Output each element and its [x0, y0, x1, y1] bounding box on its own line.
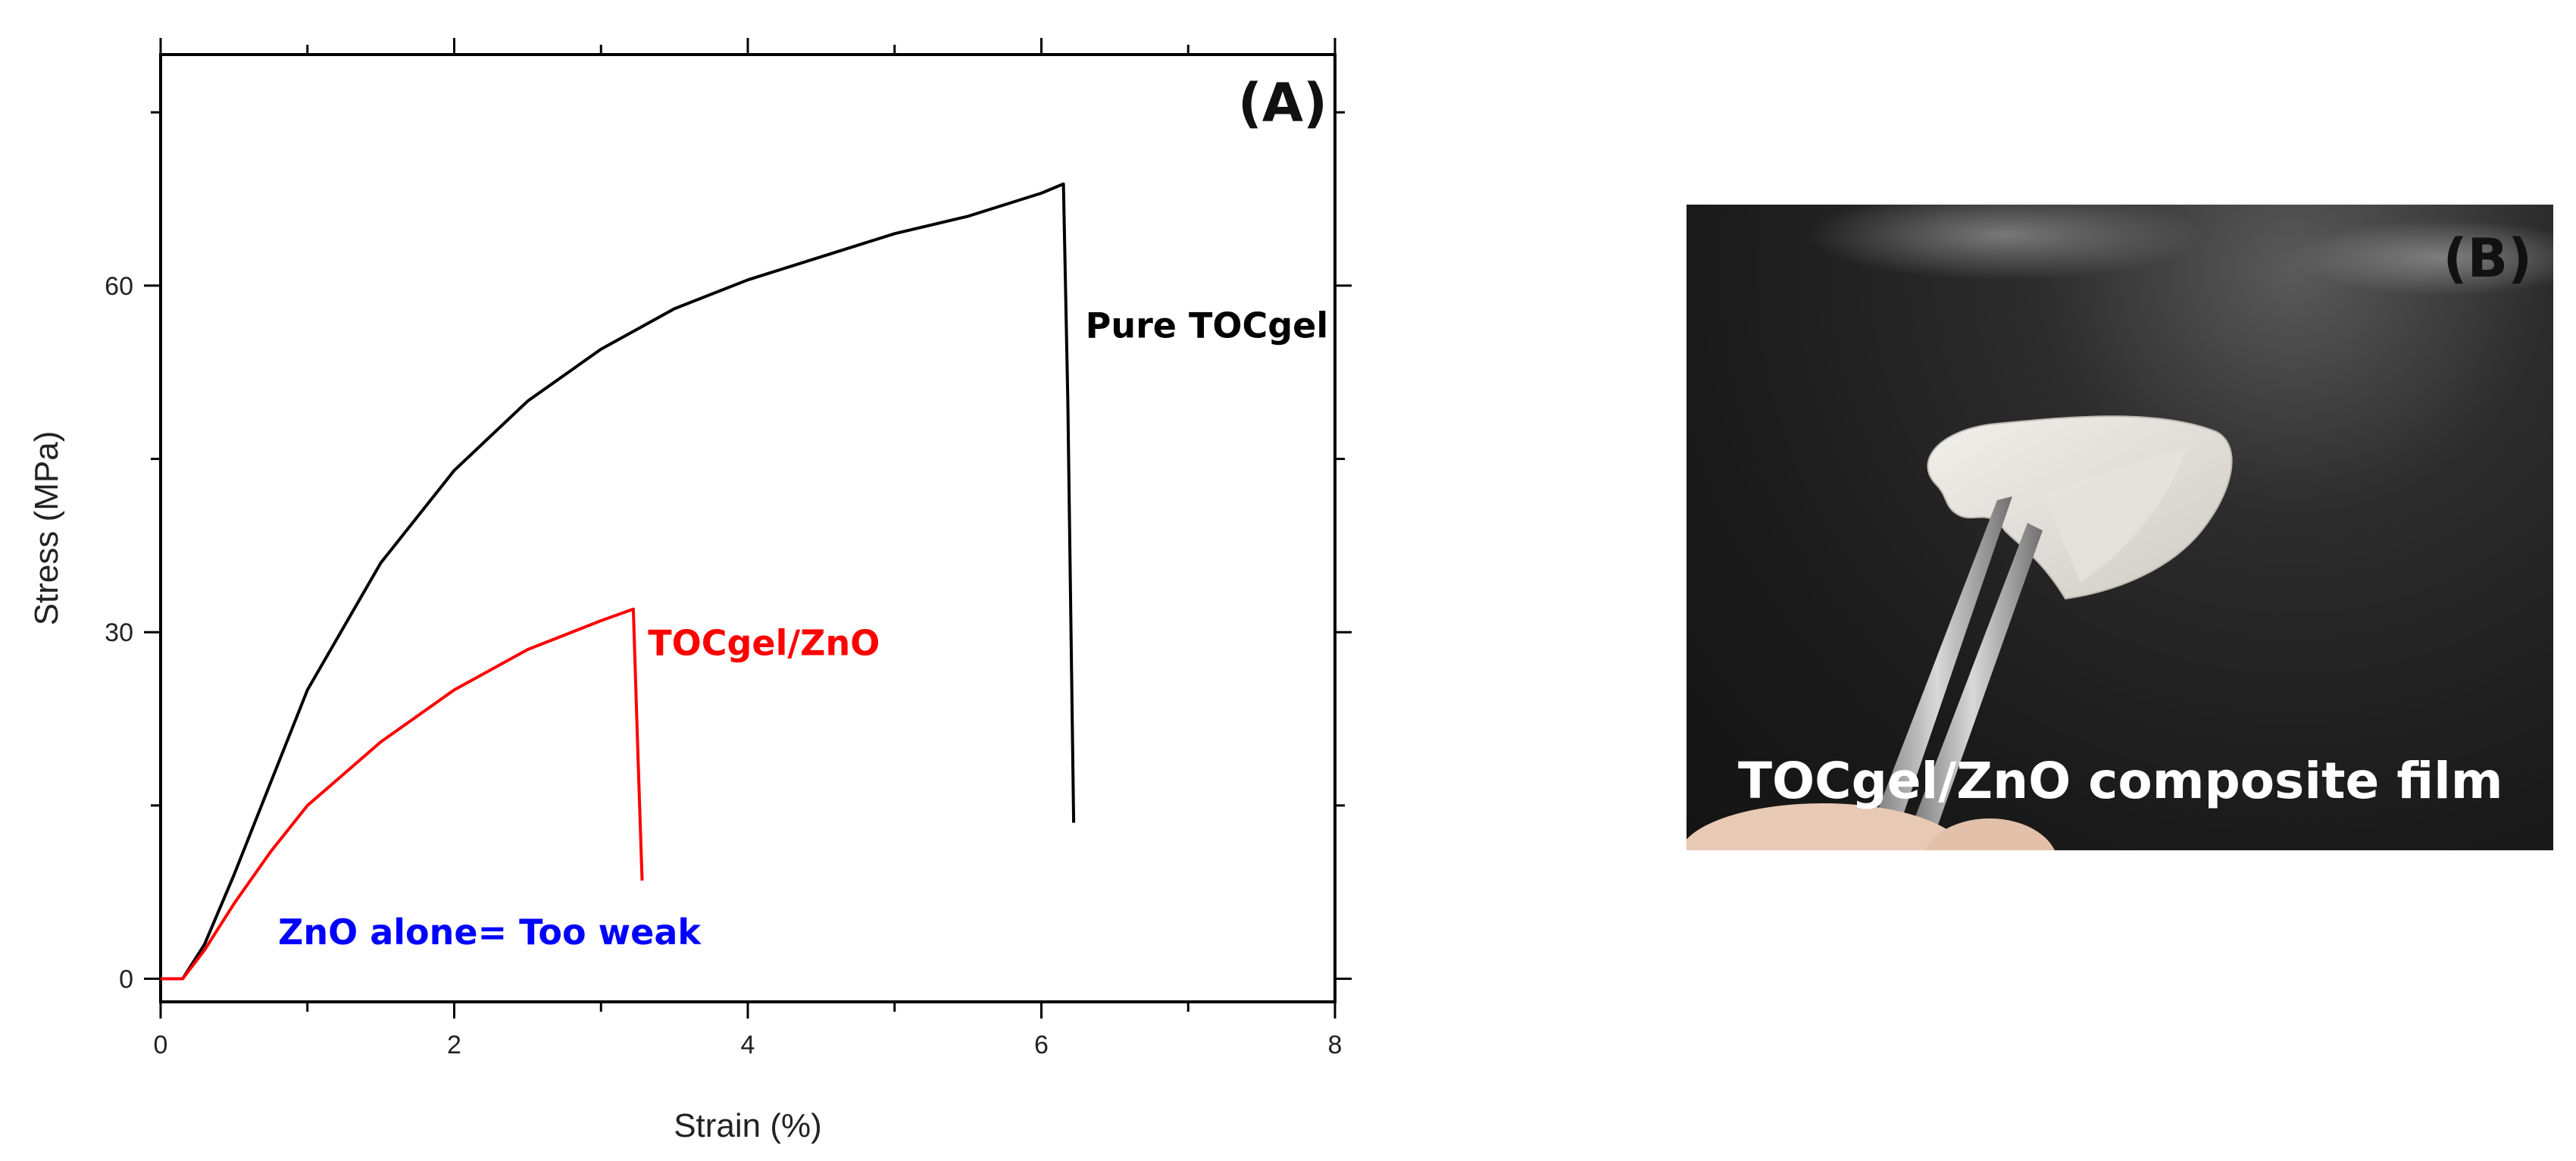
photo-caption: TOCgel/ZnO composite film — [1738, 752, 2503, 810]
x-tick-label: 4 — [741, 1031, 755, 1059]
film-fold — [2043, 447, 2187, 584]
x-tick-label: 2 — [447, 1031, 461, 1059]
y-tick-labels: 0 30 60 — [105, 272, 133, 994]
annotation-1: Pure TOCgel — [1086, 305, 1329, 346]
stress-strain-chart: 0 2 4 6 8 0 30 60 Pure TOCgel TOCgel/ZnO ZnO alo… — [28, 38, 1352, 1144]
finger-2 — [1924, 818, 2055, 850]
series-line-1 — [161, 182, 1076, 981]
y-tick-label: 60 — [105, 272, 133, 301]
finger — [1687, 803, 1966, 850]
y-tick-label: 30 — [105, 618, 133, 647]
panel-label-a: (A) — [1238, 72, 1327, 134]
x-tick-label: 0 — [154, 1031, 168, 1059]
photo-scene — [1687, 205, 2553, 850]
x-tick-label: 8 — [1328, 1031, 1343, 1059]
annotation-2: TOCgel/ZnO — [648, 623, 880, 664]
x-tick-label: 6 — [1034, 1031, 1049, 1059]
series-line-2 — [161, 607, 644, 981]
x-tick-labels: 0 2 4 6 8 — [154, 1031, 1343, 1059]
panel-label-b: (B) — [2443, 227, 2532, 289]
plot-frame — [159, 53, 1336, 1003]
annotation-3: ZnO alone= Too weak — [278, 912, 702, 953]
series-layer — [161, 182, 1076, 981]
y-tick-label: 0 — [119, 965, 133, 994]
bench-glare — [1808, 205, 2202, 280]
x-axis-title: Strain (%) — [674, 1107, 822, 1144]
tweezer-arm-right — [1902, 523, 2043, 850]
y-axis-title: Stress (MPa) — [28, 431, 65, 626]
bench-glare-2 — [2293, 220, 2553, 296]
composite-film-photo: (B) TOCgel/ZnO composite film — [1687, 205, 2553, 850]
tweezer-arm-left — [1862, 496, 2012, 850]
annotation-layer: Pure TOCgel TOCgel/ZnO ZnO alone= Too weak — [278, 305, 1328, 952]
axis-ticks — [144, 38, 1352, 1019]
